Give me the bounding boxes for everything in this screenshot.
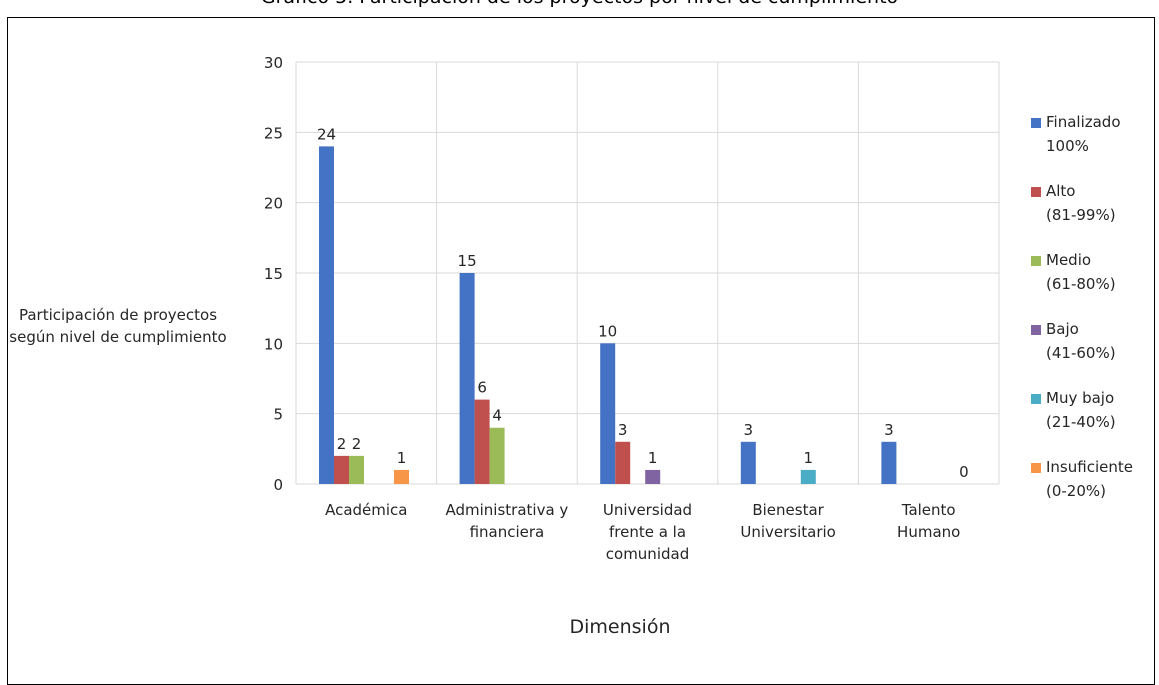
data-label: 0 xyxy=(959,463,969,481)
legend-label-line: Muy bajo xyxy=(1046,389,1115,407)
legend-item: Muy bajo (21-40%) xyxy=(1031,386,1155,455)
bar xyxy=(740,441,756,484)
legend-item: Finalizado 100% xyxy=(1031,110,1155,179)
data-label: 3 xyxy=(884,421,894,439)
y-tick-label: 25 xyxy=(264,124,283,142)
bar xyxy=(474,399,490,484)
legend-swatch xyxy=(1031,256,1041,266)
y-tick-label: 15 xyxy=(264,265,283,283)
y-tick-label: 0 xyxy=(273,476,283,494)
x-tick-label: Bienestar xyxy=(752,501,824,519)
legend-label-line: (21-40%) xyxy=(1046,413,1116,431)
x-tick-label: frente a la xyxy=(609,523,686,541)
bar xyxy=(394,469,409,484)
data-label: 2 xyxy=(352,435,362,453)
x-tick-label: Universidad xyxy=(603,501,692,519)
bar xyxy=(645,469,661,484)
legend-label-line: (81-99%) xyxy=(1046,206,1116,224)
legend-item: Bajo (41-60%) xyxy=(1031,317,1155,386)
legend: Finalizado 100% Alto (81-99%) Medio (61-80%) B… xyxy=(1031,110,1155,524)
bar xyxy=(319,146,334,484)
bar xyxy=(489,427,505,484)
legend-swatch xyxy=(1031,325,1041,335)
legend-label: Muy bajo (21-40%) xyxy=(1046,386,1156,434)
bar xyxy=(459,273,475,484)
bar xyxy=(881,441,897,484)
data-label: 6 xyxy=(477,379,487,397)
data-label: 10 xyxy=(598,322,617,340)
legend-label: Finalizado 100% xyxy=(1046,110,1156,158)
legend-label-line: 100% xyxy=(1046,137,1089,155)
legend-label-line: Alto xyxy=(1046,182,1076,200)
x-tick-label: Administrativa y xyxy=(446,501,569,519)
chart-title: Gráfico 5. Participación de los proyecto… xyxy=(0,0,1159,8)
x-tick-label: comunidad xyxy=(606,545,689,563)
data-label: 24 xyxy=(317,125,336,143)
legend-label-line: Finalizado xyxy=(1046,113,1121,131)
bar xyxy=(334,455,349,484)
data-label: 2 xyxy=(337,435,347,453)
y-tick-label: 5 xyxy=(273,406,283,424)
legend-swatch xyxy=(1031,394,1041,404)
legend-label: Insuficiente (0-20%) xyxy=(1046,455,1156,503)
legend-label-line: Bajo xyxy=(1046,320,1079,338)
x-tick-label: Universitario xyxy=(740,523,836,541)
y-tick-label: 30 xyxy=(264,54,283,72)
legend-label-line: (41-60%) xyxy=(1046,344,1116,362)
x-tick-label: Humano xyxy=(897,523,960,541)
legend-label-line: (0-20%) xyxy=(1046,482,1106,500)
data-label: 1 xyxy=(804,449,814,467)
data-label: 1 xyxy=(648,449,658,467)
data-label: 4 xyxy=(492,407,502,425)
legend-label: Bajo (41-60%) xyxy=(1046,317,1156,365)
y-tick-label: 10 xyxy=(264,335,283,353)
y-axis-label: Participación de proyectos según nivel d… xyxy=(9,306,227,346)
bar xyxy=(800,469,816,484)
legend-item: Alto (81-99%) xyxy=(1031,179,1155,248)
legend-label-line: (61-80%) xyxy=(1046,275,1116,293)
legend-label: Medio (61-80%) xyxy=(1046,248,1156,296)
data-label: 3 xyxy=(744,421,754,439)
data-label: 15 xyxy=(458,252,477,270)
legend-label: Alto (81-99%) xyxy=(1046,179,1156,227)
legend-swatch xyxy=(1031,463,1041,473)
y-tick-label: 20 xyxy=(264,195,283,213)
legend-label-line: Medio xyxy=(1046,251,1092,269)
x-axis-label: Dimensión xyxy=(569,616,671,638)
x-tick-label: financiera xyxy=(470,523,545,541)
bar xyxy=(600,343,616,484)
bar xyxy=(615,441,631,484)
data-label: 3 xyxy=(618,421,628,439)
legend-label-line: Insuficiente xyxy=(1046,458,1133,476)
data-label: 1 xyxy=(397,449,407,467)
legend-item: Medio (61-80%) xyxy=(1031,248,1155,317)
bar xyxy=(349,455,364,484)
x-tick-label: Académica xyxy=(325,501,407,519)
x-tick-label: Talento xyxy=(901,501,956,519)
legend-swatch xyxy=(1031,187,1041,197)
legend-swatch xyxy=(1031,118,1041,128)
legend-item: Insuficiente (0-20%) xyxy=(1031,455,1155,524)
